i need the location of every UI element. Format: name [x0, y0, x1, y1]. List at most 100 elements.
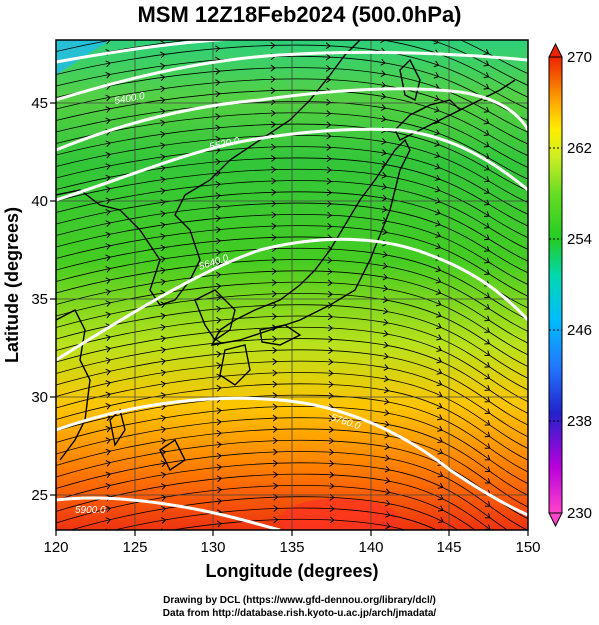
streamline-arrow: [215, 113, 221, 120]
streamline-arrow: [327, 313, 334, 321]
streamline-arrow: [483, 130, 490, 136]
streamline-arrow: [105, 117, 111, 125]
streamline-arrow: [484, 234, 490, 241]
streamline-arrow: [484, 420, 491, 426]
streamline-arrow: [438, 517, 444, 524]
streamline-arrow: [271, 155, 277, 162]
streamline-arrow: [160, 233, 166, 240]
streamline-arrow: [382, 307, 389, 315]
streamline-arrow: [437, 471, 444, 478]
streamline-arrow: [271, 267, 277, 275]
streamline-arrow: [326, 200, 333, 208]
streamline-arrow: [384, 409, 390, 417]
streamline-arrow: [326, 121, 332, 129]
streamline-arrow: [215, 90, 221, 98]
streamline-arrow: [106, 26, 111, 33]
streamline-arrow: [270, 42, 276, 49]
streamline-arrow: [436, 368, 443, 375]
streamline-arrow: [436, 345, 443, 352]
colorbar-label: 254: [567, 231, 592, 248]
streamline-arrow: [215, 124, 221, 132]
streamline-arrow: [160, 517, 167, 524]
y-tick-label: 30: [31, 389, 48, 406]
contour-label: 5400.0: [114, 91, 146, 107]
streamline-arrow: [105, 254, 111, 262]
streamline-arrow: [380, 70, 387, 77]
streamline-arrow: [434, 208, 441, 216]
x-tick-label: 150: [515, 539, 540, 556]
streamline-arrow: [105, 208, 111, 216]
colorbar-label: 262: [567, 140, 592, 157]
colorbar-min-triangle: [548, 512, 563, 528]
streamline-arrow: [485, 548, 492, 555]
streamline-arrow: [381, 183, 388, 190]
streamline: [56, 168, 528, 239]
colorbar-label: 230: [567, 505, 592, 522]
streamline: [56, 78, 528, 145]
streamline-arrow: [106, 540, 111, 547]
streamline-arrow: [216, 339, 222, 347]
y-tick-labels: 25 30 35 40 45: [31, 95, 48, 504]
streamline-arrow: [160, 335, 167, 343]
streamline-arrow: [384, 488, 391, 496]
streamline-arrow: [272, 335, 278, 343]
streamline-arrow: [270, 87, 276, 95]
streamline-arrow: [216, 305, 222, 313]
streamline-arrow: [216, 497, 223, 505]
streamline-arrow: [105, 151, 111, 159]
streamline-arrow: [435, 220, 441, 227]
streamline-arrow: [160, 96, 166, 104]
streamline-arrow: [272, 369, 278, 377]
streamline-arrow: [105, 265, 112, 273]
streamline-arrow: [160, 74, 166, 81]
streamline-arrow: [215, 67, 221, 75]
streamline-arrow: [160, 108, 166, 116]
streamline-arrow: [484, 396, 491, 403]
streamline-arrow: [160, 483, 167, 490]
streamline-arrow: [215, 135, 221, 143]
streamline-arrow: [383, 330, 389, 337]
streamline-arrow: [273, 482, 279, 490]
height-contours: [56, 40, 528, 530]
streamline-arrow: [215, 23, 219, 29]
streamline-arrow: [484, 373, 491, 380]
streamline-arrow: [327, 324, 334, 332]
streamline-arrow: [435, 265, 442, 273]
streamline-arrow: [484, 350, 491, 357]
streamline-arrow: [215, 282, 222, 290]
streamline-arrow: [215, 192, 221, 200]
streamline-arrow: [160, 380, 167, 388]
streamline-arrow: [105, 94, 111, 102]
streamline-arrow: [215, 11, 219, 17]
colorbar-ramp: [548, 56, 563, 514]
streamline-arrow: [328, 358, 334, 366]
streamline-arrow: [327, 290, 333, 298]
streamline-arrow: [328, 335, 334, 343]
streamline-arrow: [160, 301, 166, 309]
streamline-arrow: [483, 48, 490, 55]
streamline-arrow: [160, 255, 166, 263]
y-tick-marks: [50, 102, 56, 496]
colorbar-label: 270: [567, 49, 592, 66]
y-axis-title: Latitude (degrees): [2, 207, 22, 363]
streamline-arrow: [216, 350, 222, 358]
streamline-arrow: [434, 186, 441, 193]
streamline-arrow: [381, 217, 388, 224]
streamline-arrow: [215, 169, 221, 177]
streamline-arrow: [216, 384, 222, 392]
streamline-arrow: [484, 512, 491, 519]
y-tick-label: 40: [31, 193, 48, 210]
x-tick-label: 140: [358, 539, 383, 556]
streamline-arrow: [271, 279, 278, 287]
streamline-arrow: [160, 85, 166, 93]
streamline-arrow: [328, 392, 334, 400]
streamline-arrow: [160, 460, 167, 468]
streamline-arrow: [326, 110, 332, 117]
streamline-arrow: [160, 131, 166, 138]
streamline-arrow: [485, 571, 492, 578]
streamline-arrow: [105, 357, 112, 364]
streamline-arrow: [105, 300, 112, 307]
colorbar-label: 238: [567, 413, 592, 430]
streamline-arrow: [272, 448, 279, 456]
streamline-arrow: [381, 171, 388, 179]
